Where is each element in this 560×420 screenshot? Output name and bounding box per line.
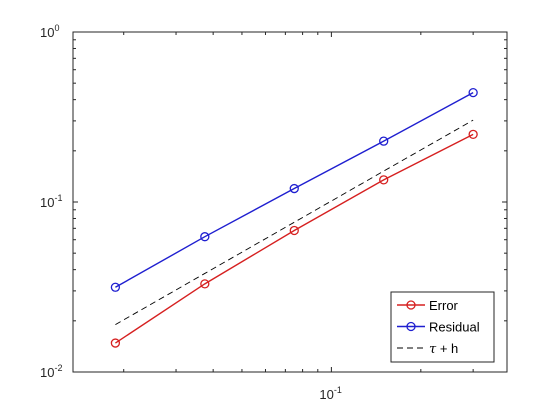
series-point-0 — [110, 338, 121, 348]
y-tick-label-base: 10 — [40, 195, 54, 210]
legend-label-0: Error — [429, 298, 459, 313]
y-tick-label-exponent: -1 — [54, 193, 62, 203]
series-point-1 — [289, 183, 299, 194]
series-point-0 — [200, 279, 210, 289]
series-point-1 — [468, 87, 478, 98]
x-tick-label: 10-1 — [319, 385, 341, 402]
legend-marker-1 — [406, 321, 416, 332]
y-tick-label-exponent: 0 — [54, 23, 59, 33]
legend-marker-0 — [406, 300, 416, 310]
y-tick-label: 10-2 — [40, 363, 62, 380]
legend-label-2: τ + h — [429, 341, 458, 357]
series-line-2 — [115, 119, 474, 326]
legend-label-rest: + h — [436, 341, 458, 356]
series-point-0 — [379, 175, 389, 185]
x-tick-label-exponent: -1 — [334, 385, 342, 395]
series-line-0 — [115, 133, 474, 344]
legend-label-symbol: τ — [429, 342, 437, 357]
series-point-0 — [468, 129, 478, 140]
y-tick-label: 10-1 — [40, 193, 62, 210]
series-point-1 — [379, 136, 389, 146]
y-tick-label-base: 10 — [40, 25, 54, 40]
y-tick-label-exponent: -2 — [54, 363, 62, 373]
series-point-1 — [110, 282, 121, 292]
legend-label-1: Residual — [429, 320, 480, 335]
x-tick-label-base: 10 — [319, 387, 333, 402]
y-tick-label: 100 — [40, 23, 59, 40]
series-point-0 — [289, 225, 299, 236]
series-line-1 — [115, 91, 474, 288]
y-tick-label-base: 10 — [40, 365, 54, 380]
series-point-1 — [200, 232, 210, 242]
